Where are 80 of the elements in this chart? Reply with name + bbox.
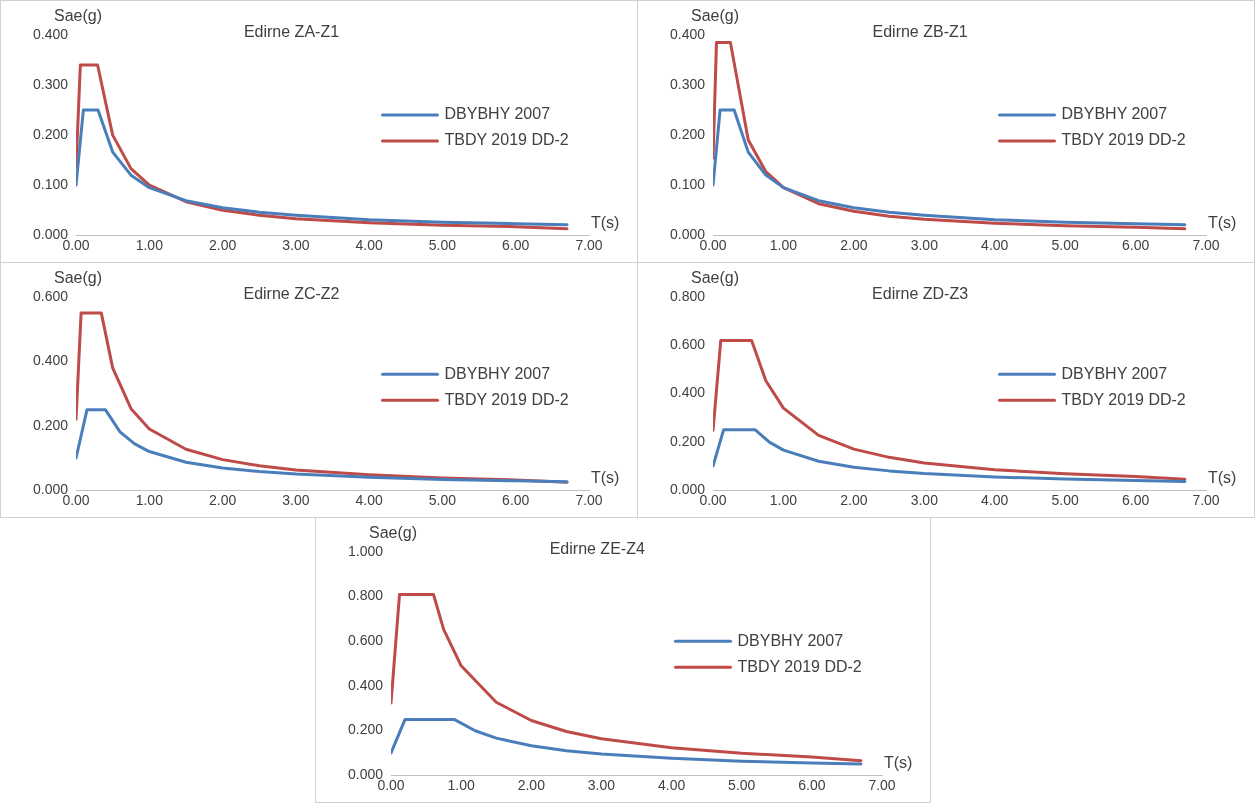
- x-tick-label: 1.00: [769, 237, 798, 254]
- x-axis-title: T(s): [1208, 213, 1237, 231]
- legend-label: TBDY 2019 DD-2: [1061, 390, 1186, 408]
- x-tick-label: 7.00: [868, 777, 896, 794]
- chart-title: Edirne ZC-Z2: [243, 285, 340, 303]
- x-tick-label: 3.00: [587, 777, 616, 794]
- x-tick-label: 6.00: [502, 492, 530, 509]
- chart-title: Edirne ZE-Z4: [549, 540, 645, 558]
- legend-label: TBDY 2019 DD-2: [737, 657, 862, 675]
- y-axis-title: Sae(g): [54, 7, 103, 25]
- x-axis-title: T(s): [591, 468, 620, 486]
- x-tick-label: 4.00: [355, 492, 383, 509]
- x-tick-label: 1.00: [135, 492, 164, 509]
- chart-title: Edirne ZA-Z1: [243, 23, 340, 41]
- x-tick-label: 5.00: [1051, 237, 1079, 254]
- x-tick-label: 7.00: [575, 492, 603, 509]
- x-tick-label: 3.00: [910, 237, 939, 254]
- legend-label: DBYBHY 2007: [1061, 105, 1168, 123]
- x-tick-label: 4.00: [657, 777, 686, 794]
- legend-label: DBYBHY 2007: [444, 364, 551, 382]
- x-tick-label: 5.00: [428, 237, 457, 254]
- x-tick-label: 6.00: [798, 777, 826, 794]
- y-tick-label: 0.600: [669, 336, 706, 353]
- x-tick-label: 6.00: [1121, 492, 1150, 509]
- y-tick-label: 0.200: [32, 125, 69, 142]
- x-tick-label: 1.00: [447, 777, 476, 794]
- x-tick-label: 4.00: [981, 237, 1009, 254]
- y-tick-label: 0.400: [32, 25, 69, 42]
- legend-label: TBDY 2019 DD-2: [444, 390, 569, 408]
- x-tick-label: 3.00: [282, 237, 310, 254]
- y-axis-title: Sae(g): [691, 7, 740, 25]
- x-tick-label: 3.00: [910, 492, 939, 509]
- x-tick-label: 5.00: [1051, 492, 1079, 509]
- x-axis-title: T(s): [591, 213, 620, 231]
- x-axis-title: T(s): [884, 753, 913, 771]
- y-tick-label: 0.800: [669, 287, 706, 304]
- y-axis-title: Sae(g): [691, 269, 740, 287]
- x-tick-label: 5.00: [728, 777, 756, 794]
- y-tick-label: 0.200: [669, 432, 706, 449]
- x-tick-label: 2.00: [208, 492, 237, 509]
- y-axis-title: Sae(g): [369, 524, 418, 542]
- x-tick-label: 2.00: [840, 237, 868, 254]
- y-tick-label: 1.000: [347, 542, 384, 559]
- legend-label: DBYBHY 2007: [444, 105, 551, 123]
- y-tick-label: 0.400: [347, 676, 384, 693]
- y-tick-label: 0.300: [32, 75, 69, 92]
- legend-label: TBDY 2019 DD-2: [1061, 131, 1186, 149]
- legend-label: TBDY 2019 DD-2: [444, 131, 569, 149]
- y-axis-title: Sae(g): [54, 269, 103, 287]
- x-tick-label: 7.00: [1192, 237, 1220, 254]
- y-tick-label: 0.100: [32, 176, 69, 193]
- x-tick-label: 1.00: [769, 492, 798, 509]
- legend-label: DBYBHY 2007: [737, 631, 844, 649]
- chart-title: Edirne ZD-Z3: [872, 285, 969, 303]
- chart-title: Edirne ZB-Z1: [872, 23, 968, 41]
- x-tick-label: 2.00: [208, 237, 237, 254]
- y-tick-label: 0.800: [347, 587, 384, 604]
- y-tick-label: 0.100: [669, 176, 706, 193]
- legend-label: DBYBHY 2007: [1061, 364, 1168, 382]
- x-axis-title: T(s): [1208, 468, 1237, 486]
- y-tick-label: 0.400: [669, 25, 706, 42]
- x-tick-label: 4.00: [355, 237, 383, 254]
- y-tick-label: 0.600: [347, 632, 384, 649]
- x-tick-label: 6.00: [1121, 237, 1150, 254]
- y-tick-label: 0.400: [669, 384, 706, 401]
- x-tick-label: 2.00: [840, 492, 868, 509]
- x-tick-label: 2.00: [517, 777, 546, 794]
- x-tick-label: 5.00: [428, 492, 457, 509]
- x-tick-label: 4.00: [981, 492, 1009, 509]
- x-tick-label: 7.00: [1192, 492, 1220, 509]
- x-tick-label: 1.00: [135, 237, 164, 254]
- y-tick-label: 0.200: [347, 721, 384, 738]
- y-tick-label: 0.200: [32, 416, 69, 433]
- y-tick-label: 0.400: [32, 352, 69, 369]
- y-tick-label: 0.300: [669, 75, 706, 92]
- y-tick-label: 0.200: [669, 125, 706, 142]
- y-tick-label: 0.600: [32, 287, 69, 304]
- x-tick-label: 6.00: [502, 237, 530, 254]
- x-tick-label: 7.00: [575, 237, 603, 254]
- x-tick-label: 3.00: [282, 492, 310, 509]
